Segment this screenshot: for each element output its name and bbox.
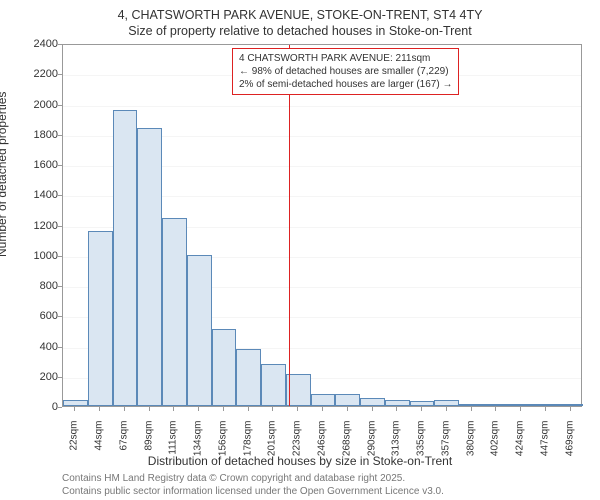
annotation-line1: 4 CHATSWORTH PARK AVENUE: 211sqm (239, 52, 452, 65)
x-tick (347, 407, 348, 411)
x-tick (421, 407, 422, 411)
y-tick-label: 800 (18, 280, 58, 292)
footer-line2: Contains public sector information licen… (62, 485, 444, 498)
x-tick (297, 407, 298, 411)
histogram-bar (335, 394, 360, 406)
y-tick (58, 256, 62, 257)
x-tick (99, 407, 100, 411)
annotation-line3: 2% of semi-detached houses are larger (1… (239, 78, 452, 91)
y-axis-label: Number of detached properties (0, 92, 9, 257)
histogram-bar (113, 110, 138, 406)
histogram-bar (212, 329, 237, 406)
y-tick (58, 105, 62, 106)
chart-container: 4, CHATSWORTH PARK AVENUE, STOKE-ON-TREN… (0, 0, 600, 500)
gridline (63, 106, 581, 107)
footer-attribution: Contains HM Land Registry data © Crown c… (62, 472, 444, 498)
x-tick (173, 407, 174, 411)
y-tick (58, 135, 62, 136)
reference-line (289, 45, 290, 406)
histogram-bar (558, 404, 583, 406)
y-tick-label: 1200 (18, 220, 58, 232)
histogram-bar (162, 218, 187, 406)
histogram-bar (311, 394, 336, 406)
y-tick-label: 1400 (18, 189, 58, 201)
x-tick (396, 407, 397, 411)
y-tick-label: 2200 (18, 68, 58, 80)
y-tick (58, 286, 62, 287)
histogram-bar (385, 400, 410, 406)
x-tick (198, 407, 199, 411)
y-tick (58, 316, 62, 317)
x-tick (149, 407, 150, 411)
histogram-bar (410, 401, 435, 406)
y-tick (58, 195, 62, 196)
y-tick (58, 347, 62, 348)
y-tick (58, 44, 62, 45)
plot-area (62, 44, 582, 407)
y-tick-label: 400 (18, 341, 58, 353)
x-tick (495, 407, 496, 411)
x-tick (545, 407, 546, 411)
annotation-box: 4 CHATSWORTH PARK AVENUE: 211sqm ← 98% o… (232, 48, 459, 95)
x-tick (471, 407, 472, 411)
x-tick (248, 407, 249, 411)
x-tick (322, 407, 323, 411)
histogram-bar (434, 400, 459, 406)
y-tick (58, 377, 62, 378)
x-tick (272, 407, 273, 411)
x-tick (372, 407, 373, 411)
y-tick-label: 200 (18, 371, 58, 383)
histogram-bar (533, 404, 558, 406)
x-tick (570, 407, 571, 411)
annotation-line2: ← 98% of detached houses are smaller (7,… (239, 65, 452, 78)
histogram-bar (63, 400, 88, 406)
title-main: 4, CHATSWORTH PARK AVENUE, STOKE-ON-TREN… (0, 8, 600, 22)
y-tick-label: 1800 (18, 129, 58, 141)
y-tick (58, 407, 62, 408)
histogram-bar (509, 404, 534, 406)
histogram-bar (137, 128, 162, 406)
x-tick (124, 407, 125, 411)
footer-line1: Contains HM Land Registry data © Crown c… (62, 472, 444, 485)
x-tick (74, 407, 75, 411)
y-tick (58, 226, 62, 227)
y-tick-label: 2000 (18, 99, 58, 111)
y-tick-label: 0 (18, 401, 58, 413)
x-tick (223, 407, 224, 411)
histogram-bar (88, 231, 113, 406)
title-sub: Size of property relative to detached ho… (0, 24, 600, 38)
x-tick (446, 407, 447, 411)
histogram-bar (459, 404, 484, 406)
x-tick (520, 407, 521, 411)
histogram-bar (236, 349, 261, 406)
x-axis-label: Distribution of detached houses by size … (0, 454, 600, 468)
y-tick (58, 165, 62, 166)
y-tick-label: 1600 (18, 159, 58, 171)
y-tick-label: 2400 (18, 38, 58, 50)
y-tick (58, 74, 62, 75)
y-tick-label: 600 (18, 310, 58, 322)
histogram-bar (360, 398, 385, 406)
histogram-bar (187, 255, 212, 406)
histogram-bar (261, 364, 286, 406)
histogram-bar (484, 404, 509, 406)
y-tick-label: 1000 (18, 250, 58, 262)
